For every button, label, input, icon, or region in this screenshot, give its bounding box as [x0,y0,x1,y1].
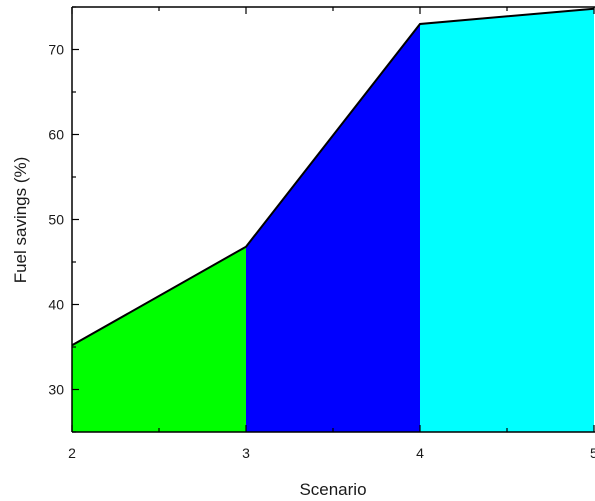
x-tick-label: 5 [590,445,595,461]
area-segment-2 [246,24,420,432]
area-segments [72,8,594,432]
x-tick-label: 2 [68,445,76,461]
x-axis-title: Scenario [299,480,366,499]
area-segment-1 [72,246,246,432]
tick-labels: 2 3 4 5 30 40 50 60 70 [48,42,595,462]
ticks [71,6,595,433]
y-tick-label: 70 [48,42,64,58]
area-segment-3 [420,8,594,432]
x-tick-label: 4 [416,445,424,461]
x-tick-label: 3 [242,445,250,461]
y-tick-label: 30 [48,382,64,398]
y-tick-label: 60 [48,127,64,143]
y-tick-label: 40 [48,297,64,313]
series-line [71,7,595,347]
y-axis-title: Fuel savings (%) [11,157,30,284]
y-tick-label: 50 [48,212,64,228]
